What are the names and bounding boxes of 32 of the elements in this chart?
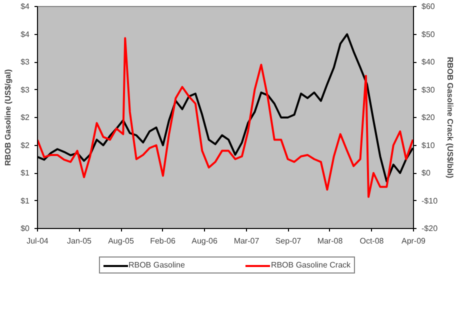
legend-label: RBOB Gasoline bbox=[128, 260, 185, 270]
x-tick-label: Jul-04 bbox=[26, 236, 49, 246]
y-tick-label: $2 bbox=[20, 140, 30, 150]
y2-tick-label: $10 bbox=[422, 140, 436, 150]
y-tick-label: $4 bbox=[20, 2, 30, 11]
y-tick-label: $0 bbox=[20, 224, 30, 233]
y-tick-label: $3 bbox=[20, 58, 30, 66]
x-tick-label: Mar-07 bbox=[234, 236, 260, 246]
x-tick-label: Aug-05 bbox=[108, 236, 134, 246]
y2-tick-label: $0 bbox=[422, 168, 431, 178]
x-tick-label: Sep-07 bbox=[275, 236, 302, 246]
x-tick-label: Aug-06 bbox=[192, 236, 218, 246]
y-axis-title: RBOB Gasoline (US$/gal) bbox=[4, 68, 13, 166]
x-tick-label: Jan-05 bbox=[67, 236, 92, 246]
y-tick-label: $3 bbox=[20, 85, 30, 94]
y-tick-label: $2 bbox=[20, 113, 30, 122]
legend-label: RBOB Gasoline Crack bbox=[270, 260, 351, 270]
y-tick-label: $4 bbox=[20, 30, 30, 39]
y2-tick-label: -$20 bbox=[422, 224, 438, 233]
y2-tick-label: -$10 bbox=[422, 196, 438, 206]
x-tick-label: Oct-08 bbox=[360, 236, 384, 246]
y2-axis-title: RBOB Gasoline Crack (US$/bbl) bbox=[446, 56, 455, 179]
y2-tick-label: $60 bbox=[422, 2, 436, 11]
x-tick-label: Feb-06 bbox=[150, 236, 176, 246]
y2-tick-label: $40 bbox=[422, 58, 436, 66]
x-tick-label: Mar-08 bbox=[317, 236, 344, 246]
y2-tick-label: $50 bbox=[422, 30, 436, 39]
x-tick-label: Apr-09 bbox=[401, 236, 426, 246]
y-tick-label: $1 bbox=[20, 196, 30, 206]
y-tick-label: $1 bbox=[20, 168, 30, 178]
y2-tick-label: $30 bbox=[422, 85, 436, 94]
y2-tick-label: $20 bbox=[422, 113, 436, 122]
